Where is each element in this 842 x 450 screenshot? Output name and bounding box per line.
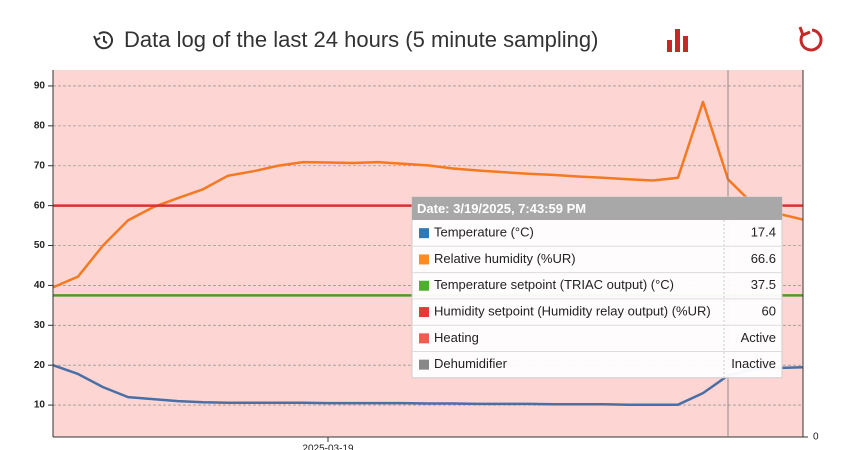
reload-button[interactable] [798,26,823,52]
tooltip-swatch [419,228,429,239]
tooltip-value: 17.4 [751,225,776,240]
y-tick-label: 90 [34,81,46,92]
series-line [52,100,804,289]
tooltip-value: Inactive [731,356,776,371]
tooltip-header [412,197,782,220]
tooltip-name: Humidity setpoint (Humidity relay output… [434,303,711,318]
tooltip-swatch [419,254,429,265]
tooltip-name: Dehumidifier [434,356,508,371]
tooltip-swatch [419,333,429,344]
tooltip-name: Relative humidity (%UR) [434,251,576,266]
y-tick-label: 60 [34,200,46,211]
tooltip-swatch [419,280,429,291]
y-tick-label: 50 [34,240,46,251]
y-tick-label: 40 [34,280,46,291]
y-tick-label: 20 [34,360,46,371]
y-tick-label: 10 [34,400,46,411]
tooltip-name: Temperature (°C) [434,225,534,240]
y-tick-label: 80 [34,120,46,131]
tooltip-name: Heating [434,330,479,345]
tooltip-value: 60 [762,303,776,318]
tooltip-name: Temperature setpoint (TRIAC output) (°C) [434,277,674,292]
tooltip-value: Active [741,330,776,345]
tooltip-swatch [419,359,429,370]
y-tick-label: 30 [34,320,46,331]
page-title: Data log of the last 24 hours (5 minute … [124,27,598,52]
tooltip-box [411,196,783,379]
y-tick-label: 70 [34,160,46,171]
history-icon [93,31,113,50]
tooltip-value: 66.6 [751,251,776,266]
chart-type-button[interactable] [667,29,688,52]
x-tick-label: 2025-03-19 [302,444,354,450]
series-line [52,364,804,406]
tooltip-title: Date: 3/19/2025, 7:43:59 PM [417,201,586,216]
tooltip: Date: 3/19/2025, 7:43:59 PM Temperature (… [411,196,783,379]
tooltip-value: 37.5 [751,277,776,292]
tooltip-swatch [419,307,429,318]
y2-tick-label: 0 [813,432,819,443]
